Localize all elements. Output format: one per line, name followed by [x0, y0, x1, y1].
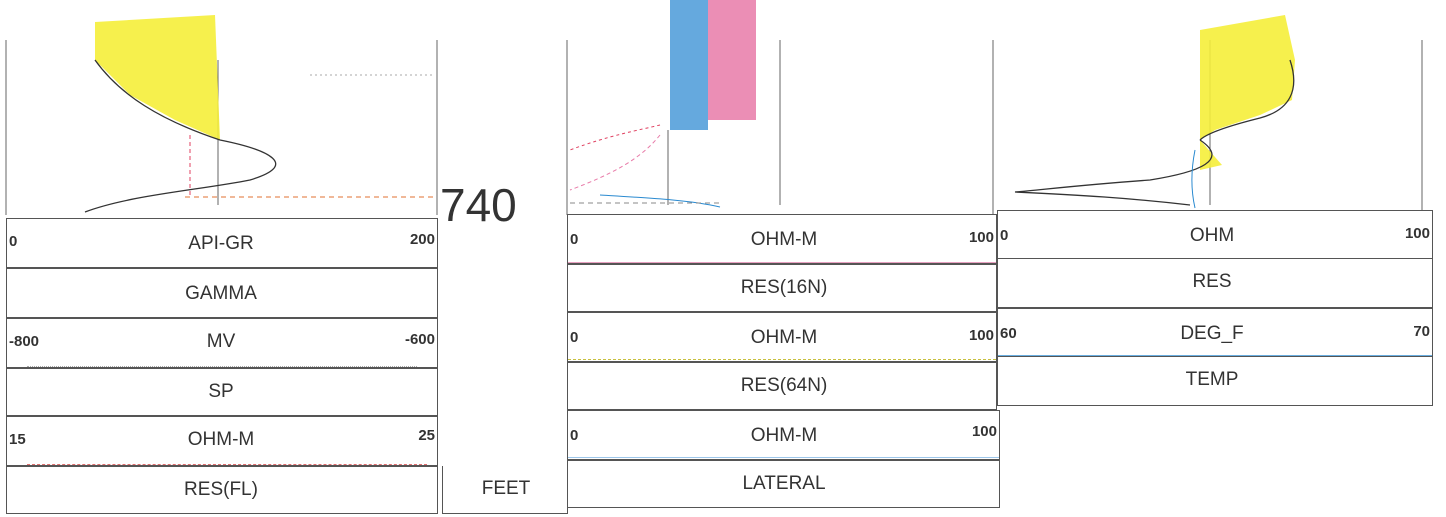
res16-line-sample — [568, 262, 996, 263]
depth-value: 740 — [440, 179, 517, 231]
gamma-max: 200 — [409, 231, 435, 248]
res-curve-upper — [1199, 59, 1295, 141]
res-scale-row: 0 OHM 100 — [997, 210, 1433, 260]
sp-line-sample — [27, 366, 417, 367]
temp-curve — [1191, 149, 1196, 209]
res64-unit: OHM-M — [750, 327, 818, 348]
res-name: RES — [1192, 271, 1232, 292]
res64-fill — [670, 0, 708, 130]
res16-curve — [569, 134, 661, 191]
temp-name: TEMP — [1185, 369, 1239, 390]
res64-name-row: RES(64N) — [567, 362, 997, 410]
res16-scale-row: 0 OHM-M 100 — [567, 214, 997, 264]
sp-unit: MV — [206, 331, 236, 352]
resfl-name-row: RES(FL) — [6, 466, 438, 514]
gamma-name-row: GAMMA — [6, 268, 438, 318]
gamma-curve — [84, 59, 277, 213]
lateral-curve — [599, 194, 721, 208]
res-unit: OHM — [1189, 225, 1235, 246]
res64-min: 0 — [570, 329, 579, 346]
res64-name: RES(64N) — [740, 375, 828, 396]
res64-scale-row: 0 OHM-M 100 — [567, 312, 997, 362]
gamma-min: 0 — [9, 233, 18, 250]
gamma-fill — [95, 15, 220, 140]
temp-max: 70 — [1413, 323, 1430, 340]
temp-unit: DEG_F — [1180, 323, 1244, 344]
sp-name: SP — [208, 381, 234, 402]
temp-name-row: TEMP — [997, 356, 1433, 406]
res16-unit: OHM-M — [750, 229, 818, 250]
resfl-max: 25 — [418, 427, 435, 444]
lateral-unit: OHM-M — [750, 425, 818, 446]
res-min: 0 — [1000, 227, 1009, 244]
sp-max: -600 — [404, 331, 435, 348]
res64-line-sample — [568, 359, 996, 360]
sp-min: -800 — [9, 333, 40, 350]
sp-name-row: SP — [6, 368, 438, 416]
lateral-line-sample — [568, 457, 999, 458]
resfl-min: 15 — [9, 431, 26, 448]
gamma-scale-row: 0 API-GR 200 — [6, 218, 438, 268]
temp-scale-row: 60 DEG_F 70 — [997, 308, 1433, 358]
res-curve — [1014, 139, 1213, 206]
gamma-unit: API-GR — [188, 233, 254, 254]
res16-min: 0 — [570, 231, 579, 248]
resfl-line-sample — [27, 464, 427, 465]
res16-max: 100 — [968, 229, 994, 246]
res-max: 100 — [1404, 225, 1430, 242]
res-fill — [1200, 15, 1295, 140]
temp-line-sample — [998, 355, 1432, 356]
temp-min: 60 — [1000, 325, 1017, 342]
gamma-name: GAMMA — [185, 283, 257, 304]
depth-unit-box: FEET — [442, 466, 568, 514]
resfl-scale-row: 15 OHM-M 25 — [6, 416, 438, 466]
resfl-name: RES(FL) — [184, 479, 258, 500]
resfl-unit: OHM-M — [187, 429, 255, 450]
log-curves-plot — [5, 0, 1423, 215]
sp-scale-row: -800 MV -600 — [6, 318, 438, 368]
lateral-name: LATERAL — [742, 473, 826, 494]
lateral-scale-row: 0 OHM-M 100 — [567, 410, 1000, 460]
lateral-max: 100 — [971, 423, 997, 440]
res16-fill — [708, 0, 756, 120]
res64-max: 100 — [968, 327, 994, 344]
res16-name: RES(16N) — [740, 277, 828, 298]
lateral-name-row: LATERAL — [567, 460, 1000, 508]
depth-unit: FEET — [481, 478, 531, 499]
res-fill-lower — [1200, 140, 1222, 170]
res64-curve — [569, 124, 661, 151]
res-name-row: RES — [997, 258, 1433, 308]
res16-name-row: RES(16N) — [567, 264, 997, 312]
lateral-min: 0 — [570, 427, 579, 444]
